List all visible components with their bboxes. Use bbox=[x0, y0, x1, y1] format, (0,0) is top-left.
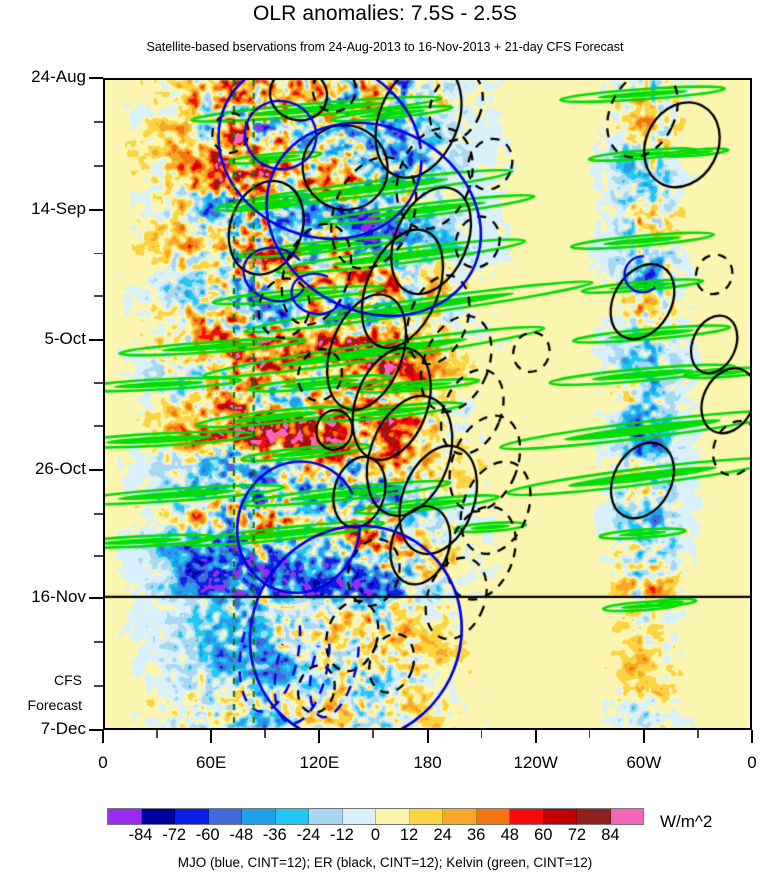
colorbar-tick-72: 72 bbox=[567, 826, 587, 844]
x-tick-minor bbox=[588, 730, 591, 738]
y-tick-minor bbox=[94, 165, 103, 167]
colorbar-swatch-5 bbox=[275, 809, 309, 824]
colorbar-swatch-0 bbox=[108, 809, 142, 824]
colorbar-tick--24: -24 bbox=[296, 826, 321, 844]
colorbar-swatch-15 bbox=[610, 809, 643, 824]
y-axis-label-5-oct: 5-Oct bbox=[44, 328, 86, 348]
x-tick-major bbox=[102, 730, 104, 743]
x-axis-label-60E: 60E bbox=[196, 753, 227, 772]
hovmoller-plot[interactable] bbox=[103, 78, 752, 730]
colorbar-swatch-11 bbox=[476, 809, 510, 824]
x-tick-minor bbox=[696, 730, 699, 738]
x-axis-label-0: 0 bbox=[747, 753, 757, 772]
colorbar-tick--60: -60 bbox=[195, 826, 220, 844]
y-tick-minor bbox=[94, 425, 103, 428]
y-tick-major bbox=[89, 209, 103, 212]
y-axis-label-16-nov: 16-Nov bbox=[31, 586, 86, 606]
y-tick-minor bbox=[94, 684, 103, 687]
x-axis-label-120W: 120W bbox=[513, 753, 558, 772]
colorbar-swatch-14 bbox=[577, 809, 611, 824]
colorbar-tick--36: -36 bbox=[262, 826, 287, 844]
y-tick-minor bbox=[94, 640, 103, 643]
colorbar-tick--84: -84 bbox=[128, 826, 153, 844]
colorbar-swatch-2 bbox=[175, 809, 209, 824]
colorbar-tick-60: 60 bbox=[534, 826, 553, 844]
x-tick-major bbox=[210, 730, 213, 743]
x-tick-major bbox=[534, 730, 537, 743]
x-tick-minor bbox=[264, 730, 266, 738]
colorbar-tick-labels: -84 -72 -60 -48 -36 -24 -12 0 12 24 36 48 60 72 84 bbox=[107, 826, 644, 846]
x-tick-major bbox=[642, 730, 645, 743]
y-axis-label-26-oct: 26-Oct bbox=[34, 458, 86, 478]
colorbar-tick-48: 48 bbox=[500, 826, 519, 844]
page-subtitle: Satellite-based bservations from 24-Aug-… bbox=[146, 40, 624, 54]
plot-canvas-host bbox=[105, 80, 750, 728]
colorbar-swatch-10 bbox=[443, 809, 477, 824]
colorbar-swatch-9 bbox=[409, 809, 443, 824]
y-axis-label-7-dec: 7-Dec bbox=[40, 719, 86, 738]
colorbar-tick-24: 24 bbox=[433, 826, 452, 844]
colorbar bbox=[107, 808, 644, 825]
colorbar-swatch-3 bbox=[208, 809, 242, 824]
x-axis-label-60W: 60W bbox=[626, 753, 662, 772]
y-tick-minor bbox=[94, 252, 103, 255]
x-tick-major bbox=[751, 730, 753, 743]
colorbar-swatch-12 bbox=[510, 809, 544, 824]
cfs-forecast-label-line2: Forecast bbox=[27, 697, 82, 713]
colorbar-tick-84: 84 bbox=[601, 826, 620, 844]
colorbar-swatch-8 bbox=[376, 809, 410, 824]
colorbar-tick--12: -12 bbox=[330, 826, 354, 844]
colorbar-swatch-4 bbox=[242, 809, 276, 824]
wave-contour-overlay bbox=[105, 80, 750, 728]
x-axis-label-180: 180 bbox=[413, 753, 442, 772]
y-tick-minor bbox=[94, 295, 103, 297]
y-tick-major bbox=[89, 338, 103, 341]
wave-legend-footer: MJO (blue, CINT=12); ER (black, CINT=12)… bbox=[177, 855, 593, 870]
x-tick-minor bbox=[372, 730, 374, 738]
colorbar-tick-12: 12 bbox=[399, 826, 419, 844]
y-tick-minor bbox=[94, 381, 103, 384]
y-axis-label-14-sep: 14-Sep bbox=[31, 199, 86, 219]
page-title: OLR anomalies: 7.5S - 2.5S bbox=[252, 2, 518, 25]
colorbar-swatch-7 bbox=[342, 809, 376, 824]
y-tick-minor bbox=[94, 121, 103, 123]
y-axis-label-24-aug: 24-Aug bbox=[31, 67, 86, 86]
colorbar-unit-label: W/m^2 bbox=[660, 812, 713, 831]
y-tick-major bbox=[89, 77, 103, 79]
colorbar-tick-36: 36 bbox=[467, 826, 486, 844]
y-tick-minor bbox=[94, 512, 103, 515]
x-tick-major bbox=[318, 730, 321, 743]
y-tick-minor bbox=[94, 555, 103, 557]
colorbar-swatch-6 bbox=[309, 809, 343, 824]
x-axis-label-0: 0 bbox=[98, 753, 108, 772]
colorbar-tick-0: 0 bbox=[370, 826, 381, 844]
colorbar-swatch-1 bbox=[141, 809, 175, 824]
y-tick-major bbox=[89, 468, 103, 471]
x-tick-minor bbox=[156, 730, 158, 738]
colorbar-tick--72: -72 bbox=[162, 826, 187, 844]
x-axis-label-120E: 120E bbox=[299, 753, 340, 772]
y-tick-major bbox=[89, 729, 103, 731]
cfs-forecast-label-line1: CFS bbox=[54, 672, 82, 688]
y-tick-major bbox=[89, 596, 103, 599]
x-tick-major bbox=[426, 730, 429, 743]
x-tick-minor bbox=[480, 730, 483, 738]
colorbar-tick--48: -48 bbox=[229, 826, 254, 844]
colorbar-swatch-13 bbox=[543, 809, 577, 824]
